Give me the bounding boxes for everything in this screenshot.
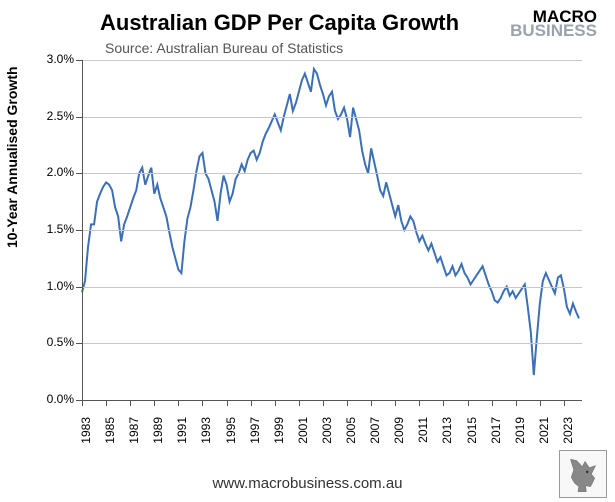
x-tick-label: 2003	[320, 417, 334, 449]
logo-macrobusiness: MACRO BUSINESS	[510, 10, 597, 39]
y-axis	[82, 60, 83, 400]
x-tick-label: 1993	[199, 417, 213, 449]
y-tick-label: 1.0%	[47, 279, 74, 293]
grid-line	[82, 343, 582, 344]
x-tick-label: 2007	[368, 417, 382, 449]
x-tick-label: 2011	[416, 417, 430, 449]
y-tick-label: 1.5%	[47, 222, 74, 236]
grid-line	[82, 230, 582, 231]
x-tick-label: 1985	[103, 417, 117, 449]
grid-line	[82, 287, 582, 288]
y-tick-label: 2.5%	[47, 109, 74, 123]
x-tick-label: 2021	[537, 417, 551, 449]
gdp-growth-line	[82, 69, 579, 375]
y-axis-label: 10-Year Annualised Growth	[4, 66, 20, 248]
y-tick-label: 0.0%	[47, 392, 74, 406]
x-tick-label: 2009	[392, 417, 406, 449]
x-tick-label: 1991	[175, 417, 189, 449]
x-tick-label: 2013	[440, 417, 454, 449]
x-tick-label: 2019	[513, 417, 527, 449]
chart-container: Australian GDP Per Capita Growth Source:…	[0, 0, 615, 502]
plot-area	[82, 60, 582, 400]
x-tick-label: 2005	[344, 417, 358, 449]
chart-subtitle: Source: Australian Bureau of Statistics	[105, 40, 343, 56]
logo-line2: BUSINESS	[510, 24, 597, 38]
y-tick-label: 2.0%	[47, 165, 74, 179]
x-tick-label: 1997	[248, 417, 262, 449]
x-tick-label: 1989	[151, 417, 165, 449]
x-tick-label: 1995	[224, 417, 238, 449]
y-tick-label: 3.0%	[47, 52, 74, 66]
grid-line	[82, 173, 582, 174]
footer-url: www.macrobusiness.com.au	[0, 475, 615, 492]
chart-title: Australian GDP Per Capita Growth	[100, 10, 459, 36]
x-tick-label: 2015	[465, 417, 479, 449]
x-tick-label: 1983	[79, 417, 93, 449]
x-tick-label: 1999	[272, 417, 286, 449]
grid-line	[82, 60, 582, 61]
grid-line	[82, 117, 582, 118]
y-tick-label: 0.5%	[47, 335, 74, 349]
x-tick-label: 2001	[296, 417, 310, 449]
x-axis	[82, 400, 582, 401]
x-tick-label: 2023	[561, 417, 575, 449]
x-tick-label: 2017	[489, 417, 503, 449]
x-tick-label: 1987	[127, 417, 141, 449]
wolf-icon	[559, 450, 607, 498]
